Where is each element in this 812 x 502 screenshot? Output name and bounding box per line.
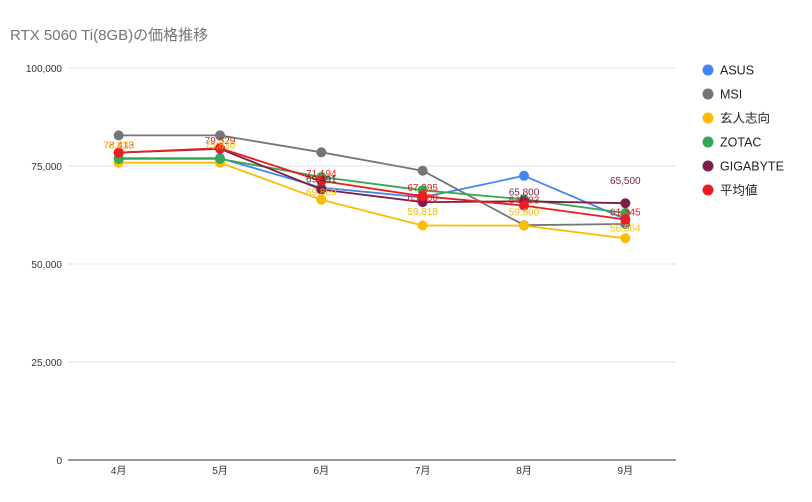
data-label: 75,830 (103, 141, 134, 152)
data-label: 78,413 (103, 141, 134, 152)
data-point (620, 198, 631, 209)
data-label: 69,869 (306, 188, 337, 199)
series-line (118, 161, 626, 240)
x-tick-label: 8月 (516, 465, 532, 477)
y-tick-label: 25,000 (31, 358, 62, 369)
legend-label: 玄人志向 (720, 111, 770, 126)
series-1 (113, 130, 631, 231)
y-tick-label: 75,000 (31, 162, 62, 173)
data-point (417, 220, 428, 231)
axes: 0 25,000 50,000 75,000 100,000 4月 5月 6月 7月 8月 9月 (26, 64, 676, 477)
legend-marker (702, 160, 714, 172)
data-point (519, 170, 529, 181)
x-tick-label: 9月 (618, 465, 634, 477)
series-2 (113, 157, 631, 244)
data-point (316, 184, 327, 195)
data-label: 79,529 (205, 136, 236, 147)
data-label: 65,800 (407, 193, 438, 204)
data-point (417, 165, 428, 176)
data-point (113, 130, 124, 141)
data-point (620, 214, 631, 225)
data-point (316, 175, 327, 186)
data-point (519, 220, 529, 231)
data-label: 67,295 (407, 183, 438, 194)
y-tick-label: 0 (56, 456, 62, 467)
data-point (316, 147, 327, 158)
data-label: 71,194 (306, 169, 337, 180)
data-point (417, 191, 428, 202)
x-tick-label: 4月 (111, 465, 127, 477)
series-4 (113, 143, 631, 209)
data-label: 69,491 (306, 175, 337, 186)
series-line (118, 147, 626, 205)
data-point (113, 147, 124, 158)
data-point (620, 233, 631, 244)
data-label: 65,800 (509, 187, 540, 198)
data-label: 59,800 (509, 208, 540, 219)
x-tick-label: 6月 (314, 465, 330, 477)
y-tick-label: 50,000 (31, 260, 62, 271)
legend-marker (702, 88, 714, 100)
data-point (215, 130, 225, 141)
data-point (519, 200, 529, 211)
legend-marker (702, 112, 714, 124)
data-point (316, 194, 327, 205)
legend: ASUS MSI 玄人志向 ZOTAC GIGABYTE 平均値 (702, 64, 784, 198)
series-line (118, 134, 626, 227)
data-label: 61,345 (610, 208, 641, 219)
legend-label: GIGABYTE (720, 160, 784, 174)
legend-marker (702, 64, 714, 76)
legend-label: MSI (720, 88, 742, 102)
data-label: 64,903 (509, 196, 540, 207)
legend-marker (702, 136, 714, 148)
y-tick-label: 100,000 (26, 64, 63, 75)
series-5 (113, 143, 631, 225)
x-tick-label: 5月 (212, 465, 228, 477)
legend-label: ZOTAC (720, 136, 761, 150)
data-label: 75,830 (205, 141, 236, 152)
legend-marker (702, 184, 714, 196)
series-lines (113, 130, 631, 244)
data-label: 59,818 (407, 207, 438, 218)
legend-label: 平均値 (720, 183, 758, 198)
data-point (215, 153, 225, 164)
data-label: 65,500 (610, 176, 641, 187)
data-point (215, 143, 225, 154)
data-label: 56,564 (610, 224, 641, 235)
x-tick-label: 7月 (415, 465, 431, 477)
grid-lines (68, 67, 676, 363)
chart-title: RTX 5060 Ti(8GB)の価格推移 (10, 27, 208, 44)
legend-label: ASUS (720, 64, 754, 78)
series-line (118, 147, 626, 221)
